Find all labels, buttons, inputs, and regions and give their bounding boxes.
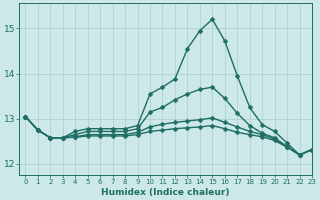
X-axis label: Humidex (Indice chaleur): Humidex (Indice chaleur) — [101, 188, 230, 197]
